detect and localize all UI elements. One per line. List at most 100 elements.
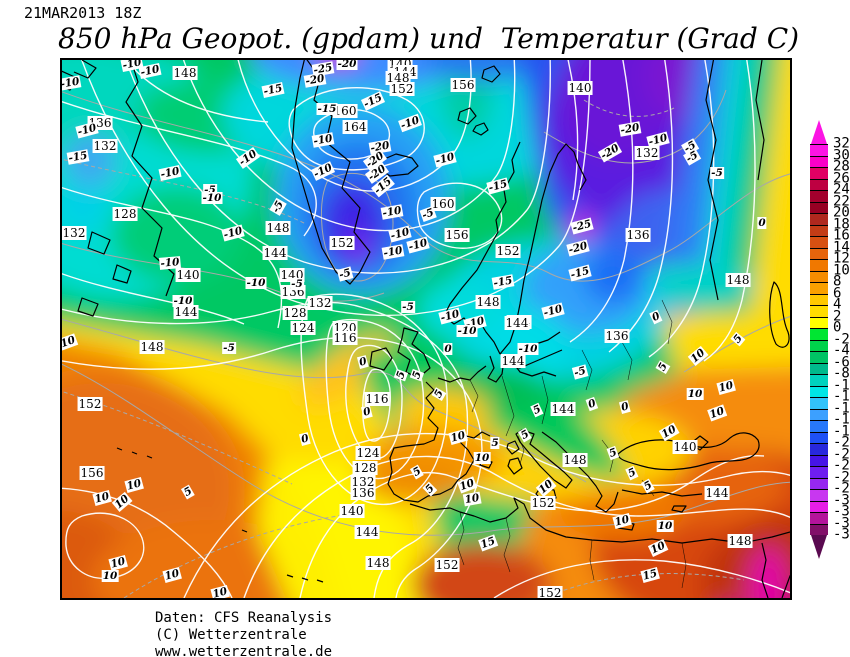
- temperature-label: 5: [431, 386, 447, 402]
- colorbar-cell: [810, 144, 828, 156]
- temperature-label: 10: [92, 490, 112, 506]
- geopotential-label: 148: [727, 534, 753, 548]
- geopotential-label: 148: [385, 71, 411, 85]
- colorbar-cell: [810, 167, 828, 179]
- temperature-label: -10: [381, 244, 405, 260]
- temperature-label: -15: [486, 177, 510, 195]
- map-frame: 1481361321281481321441401441481521561601…: [60, 58, 792, 600]
- temperature-label: -10: [75, 121, 99, 139]
- temperature-label: 10: [473, 452, 491, 464]
- temperature-label: 0: [360, 404, 374, 420]
- geopotential-label: 152: [329, 236, 355, 250]
- colorbar-cell: [810, 328, 828, 340]
- colorbar-tick-label: 22: [833, 193, 850, 210]
- colorbar-tick-label: -32: [833, 503, 850, 520]
- temperature-label: -10: [406, 236, 430, 254]
- temperature-label: -15: [568, 264, 592, 282]
- temperature-label: 10: [124, 477, 144, 493]
- temperature-label: -5: [710, 167, 724, 179]
- temperature-label: -10: [541, 302, 565, 320]
- colorbar-tick-label: -16: [833, 411, 850, 428]
- temperature-label: 10: [686, 388, 704, 400]
- temperature-label: 10: [658, 422, 680, 442]
- temperature-label: 5: [422, 481, 438, 497]
- temperature-label: -10: [221, 224, 245, 242]
- colorbar-tick-label: -24: [833, 457, 850, 474]
- temperature-label: 10: [462, 491, 482, 507]
- geopotential-label: 132: [92, 139, 118, 153]
- colorbar-cell: [810, 339, 828, 351]
- colorbar-tick-label: -12: [833, 388, 850, 405]
- geopotential-label: 124: [290, 321, 316, 335]
- temperature-label: -5: [290, 278, 304, 290]
- temperature-label: -10: [388, 225, 412, 243]
- colorbar-tick-label: -34: [833, 515, 850, 532]
- temperature-label: 10: [210, 585, 230, 598]
- geopotential-label: 144: [704, 486, 730, 500]
- temperature-label: -10: [456, 325, 478, 337]
- colorbar-cell: [810, 500, 828, 512]
- colorbar-tick-label: -8: [833, 365, 850, 382]
- temperature-label: 10: [656, 520, 674, 532]
- colorbar-tick-label: 6: [833, 285, 842, 302]
- colorbar-cell: [810, 477, 828, 489]
- colorbar-cell: [810, 420, 828, 432]
- geopotential-label: 152: [77, 397, 103, 411]
- colorbar-cell: [810, 466, 828, 478]
- temperature-label: 5: [730, 331, 746, 347]
- colorbar-tick-label: -26: [833, 469, 850, 486]
- colorbar-cell: [810, 489, 828, 501]
- temperature-label: -20: [566, 239, 590, 257]
- temperature-label: 10: [108, 555, 128, 571]
- colorbar-cell: [810, 431, 828, 443]
- geopotential-label: 156: [79, 466, 105, 480]
- temperature-label: 0: [298, 431, 312, 447]
- geopotential-label: 128: [112, 207, 138, 221]
- geopotential-label: 160: [430, 197, 456, 211]
- temperature-label: -10: [433, 150, 457, 168]
- temperature-label: -5: [571, 364, 589, 380]
- colorbar-tick-label: 8: [833, 273, 842, 290]
- colorbar-cell: [810, 374, 828, 386]
- temperature-label: 0: [356, 354, 370, 370]
- map-labels: 1481361321281481321441401441481521561601…: [62, 60, 790, 598]
- colorbar-cell: [810, 259, 828, 271]
- temperature-label: -10: [235, 147, 261, 169]
- geopotential-label: 152: [537, 586, 563, 598]
- geopotential-label: 148: [172, 66, 198, 80]
- geopotential-label: 160: [332, 104, 358, 118]
- temperature-label: 0: [443, 343, 453, 355]
- colorbar-cell: [810, 408, 828, 420]
- temperature-label: 5: [530, 402, 544, 418]
- temperature-label: 5: [517, 427, 533, 443]
- temperature-label: 10: [162, 567, 182, 583]
- temperature-label: -5: [222, 342, 236, 354]
- geopotential-label: 148: [139, 340, 165, 354]
- geopotential-label: 148: [562, 453, 588, 467]
- temperature-label: -10: [172, 295, 194, 307]
- colorbar-tick-label: 4: [833, 296, 842, 313]
- footer-data-source: Daten: CFS Reanalysis: [155, 610, 333, 626]
- temperature-label: -15: [491, 274, 515, 290]
- colorbar-cell: [810, 224, 828, 236]
- temperature-label: 5: [409, 464, 425, 480]
- temperature-label: 5: [393, 368, 409, 382]
- colorbar-tick-label: -10: [833, 377, 850, 394]
- colorbar-tick-label: 10: [833, 262, 850, 279]
- geopotential-label: 128: [352, 461, 378, 475]
- colorbar-cell: [810, 293, 828, 305]
- geopotential-label: 148: [365, 556, 391, 570]
- temperature-label: 5: [625, 465, 639, 481]
- page-title: 850 hPa Geopot. (gpdam) und Temperatur (…: [58, 22, 800, 55]
- temperature-label: 5: [640, 478, 656, 494]
- colorbar-cell: [810, 316, 828, 328]
- geopotential-label: 144: [173, 305, 199, 319]
- geopotential-label: 144: [500, 354, 526, 368]
- colorbar-cell: [810, 201, 828, 213]
- temperature-label: -10: [310, 161, 336, 181]
- geopotential-label: 128: [282, 306, 308, 320]
- colorbar-cells: [810, 144, 828, 535]
- temperature-label: -10: [438, 307, 462, 325]
- temperature-label: -15: [261, 81, 285, 99]
